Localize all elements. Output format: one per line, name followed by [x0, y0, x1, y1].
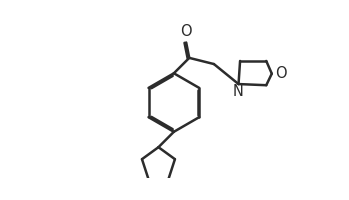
- Text: O: O: [275, 66, 287, 81]
- Text: N: N: [233, 84, 244, 99]
- Text: O: O: [180, 24, 192, 39]
